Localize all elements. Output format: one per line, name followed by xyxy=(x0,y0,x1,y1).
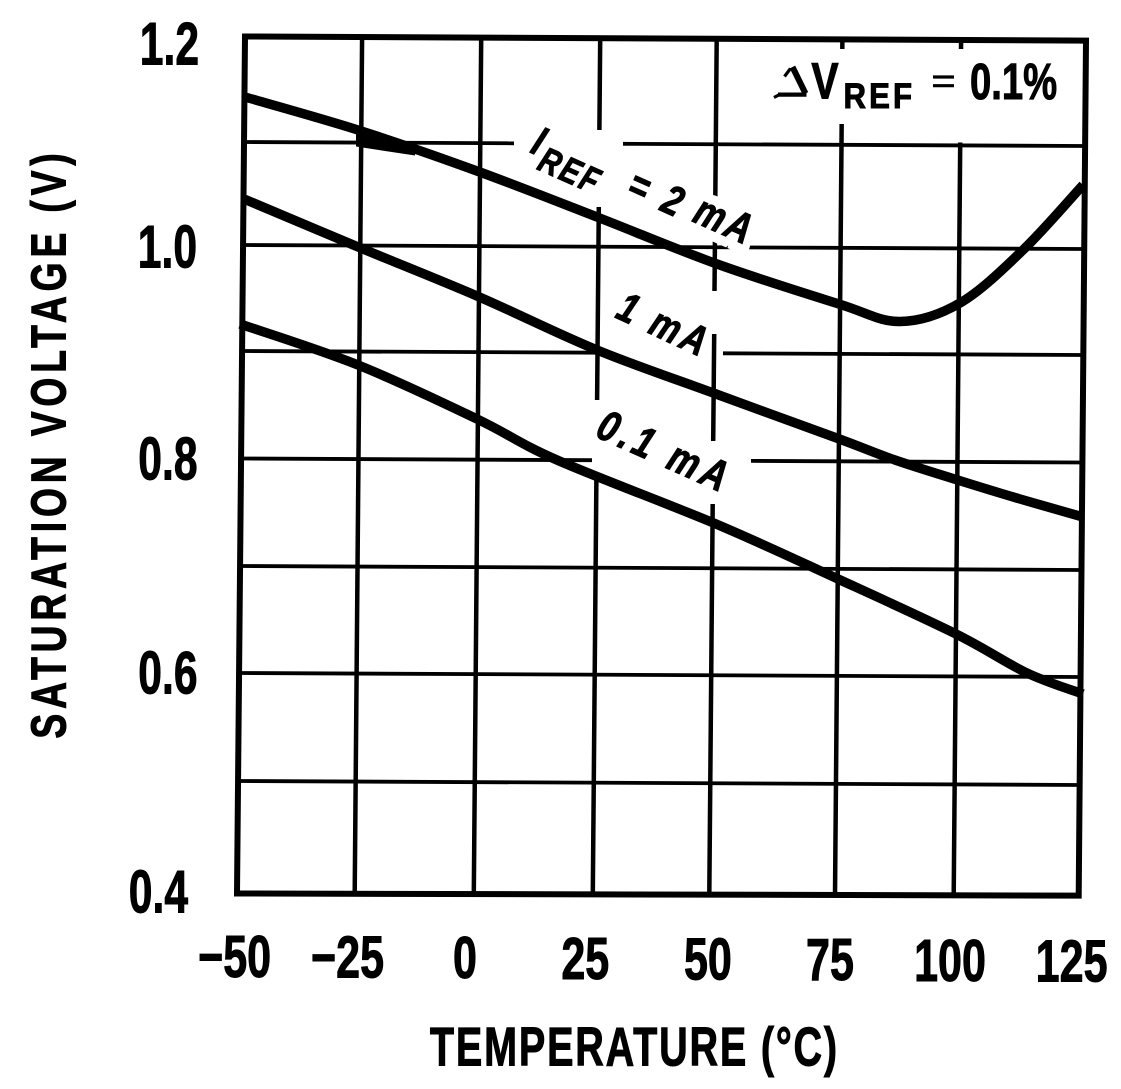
svg-text:SATURATION VOLTAGE (V): SATURATION VOLTAGE (V) xyxy=(23,148,77,738)
svg-text:125: 125 xyxy=(1036,928,1108,994)
svg-text:50: 50 xyxy=(684,926,732,992)
svg-text:0.8: 0.8 xyxy=(138,427,197,494)
svg-text:100: 100 xyxy=(914,927,986,993)
svg-text:−50: −50 xyxy=(198,923,271,989)
svg-text:1.2: 1.2 xyxy=(140,11,199,78)
svg-text:−25: −25 xyxy=(311,924,384,990)
svg-text:75: 75 xyxy=(806,927,854,993)
svg-text:0: 0 xyxy=(453,925,477,991)
svg-text:TEMPERATURE (°C): TEMPERATURE (°C) xyxy=(430,1017,839,1078)
svg-text:0.4: 0.4 xyxy=(129,859,188,926)
svg-text:0.6: 0.6 xyxy=(138,641,197,708)
svg-text:REF: REF xyxy=(844,77,916,116)
svg-text:V: V xyxy=(811,52,838,109)
svg-text:1.0: 1.0 xyxy=(138,214,197,281)
svg-text:25: 25 xyxy=(561,925,609,991)
svg-text:0.1%: 0.1% xyxy=(970,53,1057,111)
